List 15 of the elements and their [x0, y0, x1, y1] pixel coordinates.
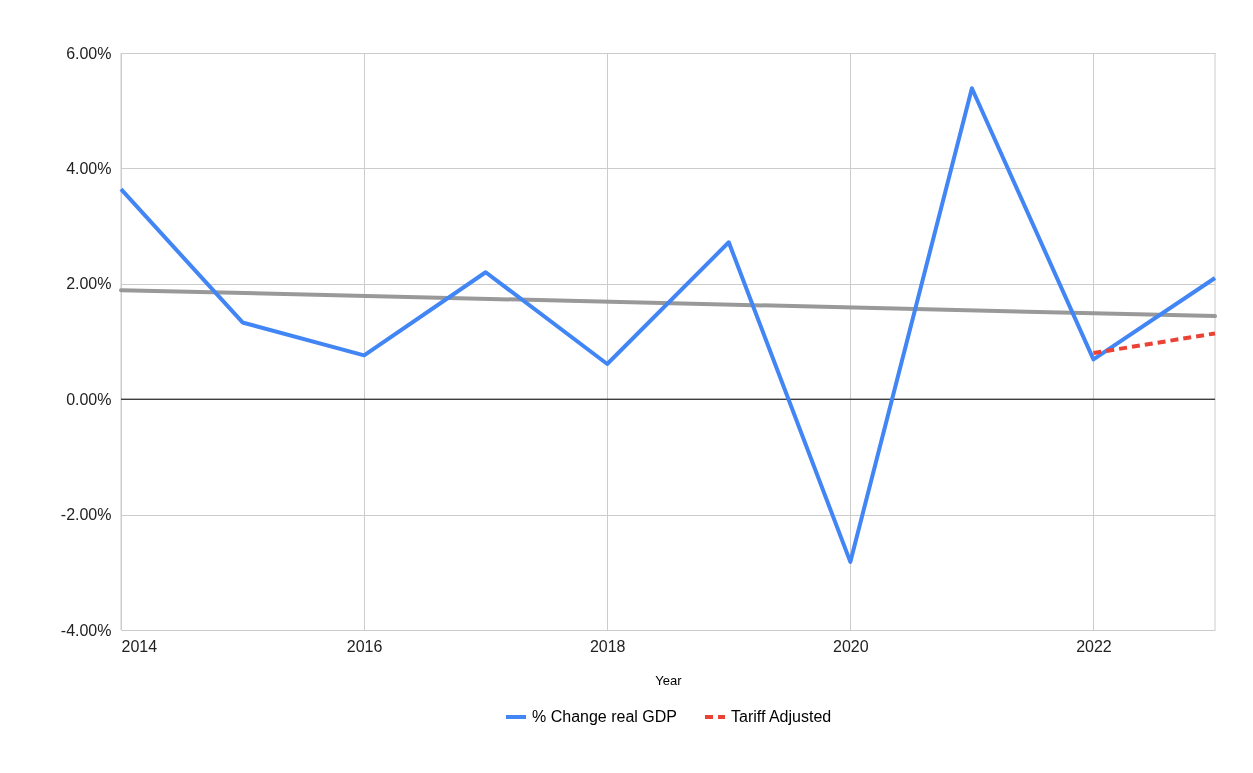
y-tick-label: -4.00%	[60, 621, 112, 639]
x-tick-label: 2016	[346, 637, 383, 655]
x-tick-label: 2014	[121, 637, 158, 655]
y-tick-label: -2.00%	[60, 506, 112, 524]
x-tick-label: 2018	[589, 637, 626, 655]
y-tick-label: 4.00%	[66, 159, 112, 177]
x-tick-label: 2022	[1076, 637, 1112, 655]
y-tick-label: 6.00%	[66, 44, 112, 62]
y-tick-label: 2.00%	[66, 275, 112, 293]
legend-label: Tariff Adjusted	[731, 708, 832, 725]
legend-label: % Change real GDP	[532, 708, 677, 725]
y-tick-label: 0.00%	[66, 390, 112, 408]
x-axis-title: Year	[655, 672, 683, 688]
x-tick-label: 2020	[833, 637, 869, 655]
line-series	[119, 86, 1217, 564]
